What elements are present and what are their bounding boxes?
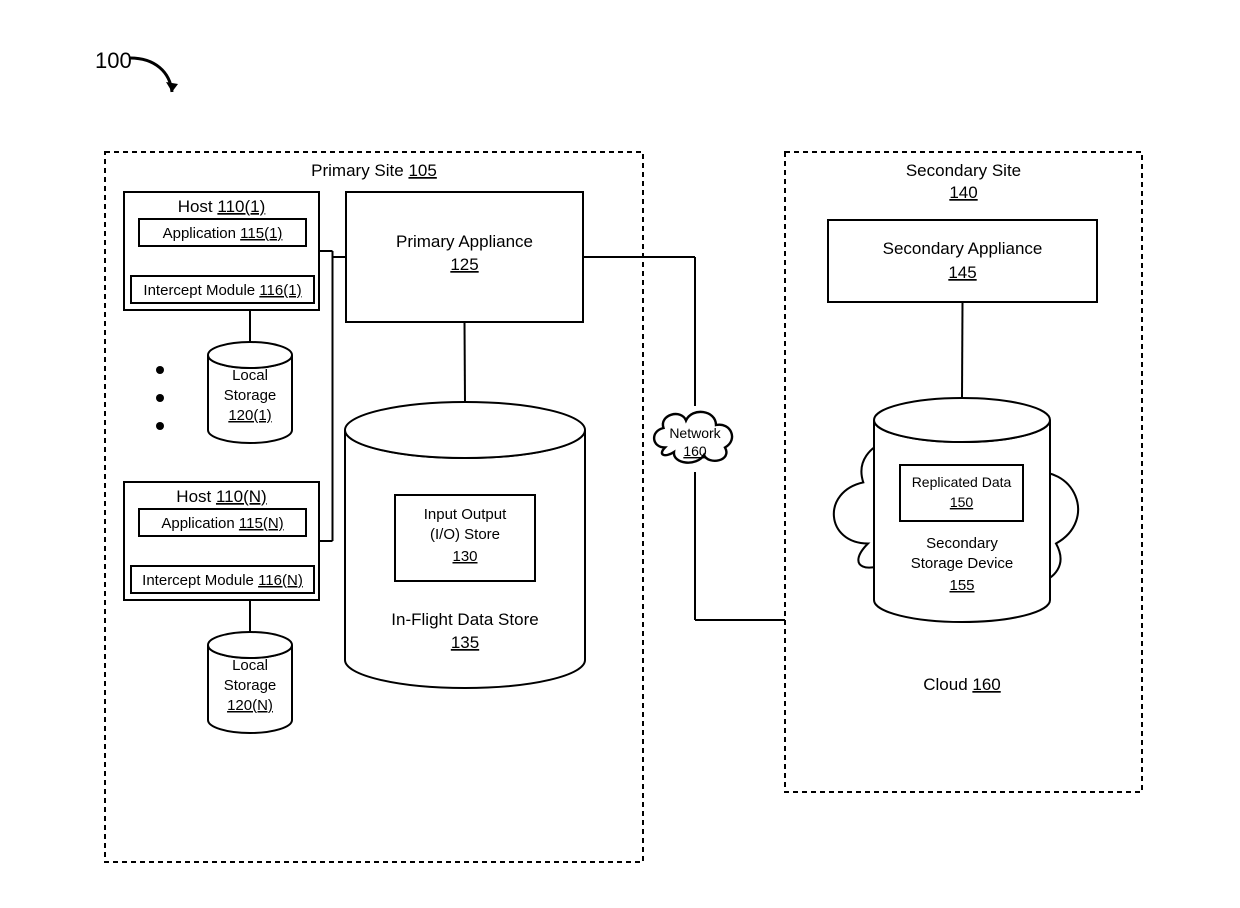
primary-appliance-title: Primary Appliance bbox=[396, 232, 533, 251]
secondary-site-ref: 140 bbox=[949, 183, 977, 202]
: Input Output bbox=[424, 506, 507, 523]
network-ref: 160 bbox=[683, 443, 707, 459]
figure-ref: 100 bbox=[95, 48, 132, 73]
application-n: Application 115(N) bbox=[161, 515, 283, 532]
secondary-appliance-title: Secondary Appliance bbox=[883, 239, 1043, 258]
local-storage-1-ref: 120(1) bbox=[228, 407, 271, 424]
ellipsis-dot bbox=[156, 366, 164, 374]
intercept-n: Intercept Module 116(N) bbox=[142, 572, 303, 589]
replicated-data-ref: 150 bbox=[950, 494, 974, 510]
secondary-site-title: Secondary Site bbox=[906, 161, 1021, 180]
: Storage bbox=[224, 387, 277, 404]
local-storage-n-ref: 120(N) bbox=[227, 697, 273, 714]
host-n-title: Host 110(N) bbox=[176, 487, 266, 506]
secondary-storage-ref: 155 bbox=[949, 577, 974, 594]
inflight-title: In-Flight Data Store bbox=[391, 610, 538, 629]
network-title: Network bbox=[669, 425, 721, 441]
primary-site-title: Primary Site 105 bbox=[311, 161, 437, 180]
primary-appliance-ref: 125 bbox=[450, 255, 478, 274]
inflight-ref: 135 bbox=[451, 633, 479, 652]
ellipsis-dot bbox=[156, 394, 164, 402]
: Local bbox=[232, 367, 268, 384]
intercept-1: Intercept Module 116(1) bbox=[143, 282, 301, 299]
secondary-appliance-ref: 145 bbox=[948, 263, 976, 282]
: Storage bbox=[224, 677, 277, 694]
: Storage Device bbox=[911, 555, 1014, 572]
: (I/O) Store bbox=[430, 526, 500, 543]
cloud-label: Cloud 160 bbox=[923, 675, 1001, 694]
host-1-title: Host 110(1) bbox=[178, 197, 266, 216]
io-store-ref: 130 bbox=[452, 548, 477, 565]
ellipsis-dot bbox=[156, 422, 164, 430]
replicated-data-title: Replicated Data bbox=[912, 474, 1012, 490]
application-1: Application 115(1) bbox=[163, 225, 283, 242]
: Local bbox=[232, 657, 268, 674]
: Secondary bbox=[926, 535, 998, 552]
